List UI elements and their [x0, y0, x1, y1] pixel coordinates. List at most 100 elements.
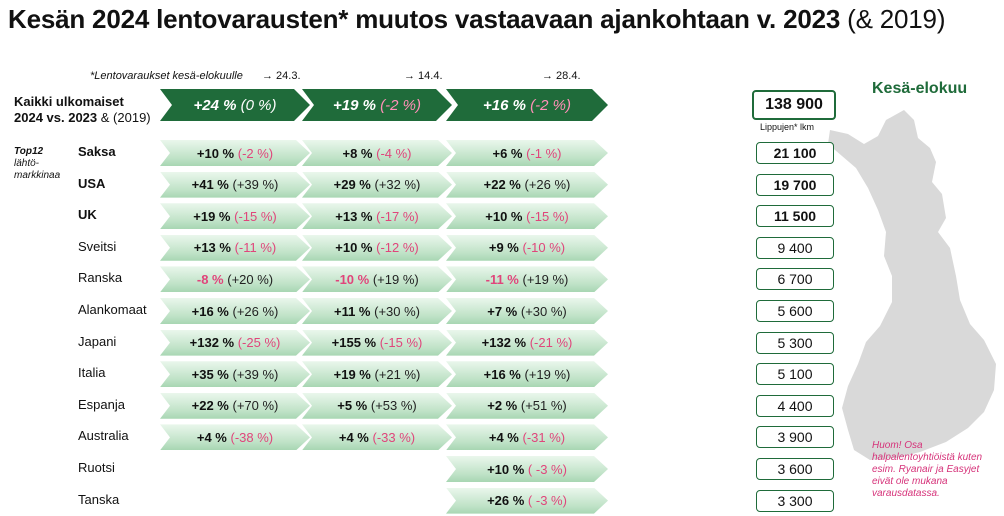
- change-value: -10 %: [335, 271, 370, 287]
- tickets-box: 5 600: [756, 300, 834, 322]
- change-arrow: +16 % (+19 %): [446, 361, 608, 387]
- change-vs2019: (+19 %): [524, 366, 571, 382]
- country-label: Ruotsi: [78, 460, 115, 475]
- change-arrow: -11 % (+19 %): [446, 266, 608, 292]
- change-arrow: +11 % (+30 %): [302, 298, 452, 324]
- change-arrow: +13 % (-17 %): [302, 203, 452, 229]
- change-arrow: +6 % (-1 %): [446, 140, 608, 166]
- change-arrow: +132 % (-25 %): [160, 330, 310, 356]
- change-vs2019: (-31 %): [522, 429, 566, 445]
- change-arrow: +9 % (-10 %): [446, 235, 608, 261]
- tickets-box: 11 500: [756, 205, 834, 228]
- change-vs2019: (+19 %): [522, 271, 569, 287]
- page-title: Kesän 2024 lentovarausten* muutos vastaa…: [8, 4, 945, 35]
- change-vs2019: (-1 %): [526, 145, 562, 161]
- change-value: +35 %: [191, 366, 229, 382]
- change-vs2019: (-15 %): [526, 208, 569, 224]
- change-arrow: +155 % (-15 %): [302, 330, 452, 356]
- country-label: USA: [78, 175, 106, 191]
- change-value: +155 %: [331, 335, 377, 351]
- total-change-value: +24 %: [193, 96, 237, 114]
- change-value: +11 %: [333, 303, 371, 319]
- tickets-box: 3 300: [756, 489, 834, 512]
- total-change-vs2019: (0 %): [240, 96, 277, 114]
- change-arrow: +26 % ( -3 %): [446, 488, 608, 514]
- change-arrow: +22 % (+70 %): [160, 393, 310, 419]
- top12-label-line3: markkinaa: [14, 170, 61, 181]
- tickets-label: Lippujen* lkm: [760, 122, 815, 132]
- change-value: +22 %: [483, 177, 521, 193]
- change-value: +29 %: [333, 177, 371, 193]
- country-label: Saksa: [78, 144, 116, 159]
- change-value: -11 %: [485, 271, 519, 287]
- change-value: +10 %: [487, 461, 525, 477]
- tickets-box: 3 600: [756, 458, 834, 480]
- country-label: Sveitsi: [78, 238, 117, 254]
- change-vs2019: (-15 %): [379, 335, 423, 351]
- change-value: +2 %: [487, 398, 518, 414]
- change-arrow: +41 % (+39 %): [160, 172, 310, 198]
- change-arrow: +13 % (-11 %): [160, 235, 310, 261]
- finland-map-icon: [828, 110, 996, 460]
- country-label: Japani: [78, 333, 117, 349]
- change-value: +7 %: [487, 303, 518, 319]
- change-vs2019: (+32 %): [374, 177, 421, 193]
- change-vs2019: (+30 %): [374, 303, 421, 319]
- change-arrow: +4 % (-33 %): [302, 424, 452, 450]
- change-value: +6 %: [492, 145, 523, 161]
- change-value: +10 %: [485, 208, 523, 224]
- change-vs2019: (-21 %): [529, 335, 573, 351]
- change-vs2019: (+21 %): [374, 366, 421, 382]
- total-change-arrow: +19 % (-2 %): [302, 89, 452, 121]
- change-vs2019: (-15 %): [234, 208, 277, 224]
- title-main: Kesän 2024 lentovarausten* muutos vastaa…: [8, 4, 841, 34]
- change-value: +4 %: [488, 429, 519, 445]
- total-row-label-line2-suffix: & (2019): [100, 110, 151, 125]
- change-arrow: +19 % (+21 %): [302, 361, 452, 387]
- change-vs2019: (+26 %): [524, 177, 571, 193]
- total-row-label-line2: 2024 vs. 2023: [14, 110, 98, 125]
- change-arrow: +10 % (-2 %): [160, 140, 310, 166]
- total-change-arrow: +24 % (0 %): [160, 89, 310, 121]
- footnote: *Lentovaraukset kesä-elokuulle: [90, 70, 243, 82]
- change-arrow: +19 % (-15 %): [160, 203, 310, 229]
- change-value: +4 %: [338, 429, 369, 445]
- total-change-value: +16 %: [483, 96, 526, 114]
- change-arrow: +132 % (-21 %): [446, 330, 608, 356]
- change-value: +132 %: [481, 335, 527, 351]
- tickets-box: 5 100: [756, 363, 834, 386]
- total-tickets-box: 138 900: [752, 90, 836, 120]
- change-vs2019: (+20 %): [227, 271, 274, 287]
- country-label: Espanja: [78, 396, 125, 412]
- country-label: Alankomaat: [78, 302, 147, 317]
- tickets-box: 19 700: [756, 173, 834, 196]
- total-change-vs2019: (-2 %): [380, 96, 421, 114]
- country-label: Tanska: [78, 491, 120, 507]
- tickets-box: 3 900: [756, 426, 834, 449]
- change-value: +26 %: [487, 493, 525, 509]
- change-arrow: +8 % (-4 %): [302, 140, 452, 166]
- top12-label-line2: lähtö-: [14, 158, 40, 169]
- total-change-arrow: +16 % (-2 %): [446, 89, 608, 121]
- total-change-vs2019: (-2 %): [530, 96, 571, 114]
- change-value: +13 %: [193, 240, 231, 256]
- change-vs2019: ( -3 %): [527, 493, 567, 509]
- country-label: UK: [78, 207, 97, 223]
- top12-label-line1: Top12: [14, 146, 44, 157]
- change-arrow: +2 % (+51 %): [446, 393, 608, 419]
- date-label-3: → 28.4.: [542, 70, 581, 82]
- change-value: +16 %: [191, 303, 229, 319]
- title-suffix: (& 2019): [847, 4, 946, 34]
- tickets-box: 21 100: [756, 142, 834, 164]
- change-arrow: +7 % (+30 %): [446, 298, 608, 324]
- country-label: Australia: [78, 428, 129, 444]
- change-vs2019: (-25 %): [237, 335, 281, 351]
- warning-note: Huom! Osa halpalentoyhtiöistä kuten esim…: [872, 440, 983, 499]
- change-vs2019: (+19 %): [372, 271, 419, 287]
- tickets-box: 5 300: [756, 331, 834, 354]
- change-vs2019: (+39 %): [232, 366, 279, 382]
- change-vs2019: (-4 %): [376, 145, 412, 161]
- change-arrow: +16 % (+26 %): [160, 298, 310, 324]
- change-value: +4 %: [196, 429, 227, 445]
- date-label-1: → 24.3.: [262, 70, 301, 82]
